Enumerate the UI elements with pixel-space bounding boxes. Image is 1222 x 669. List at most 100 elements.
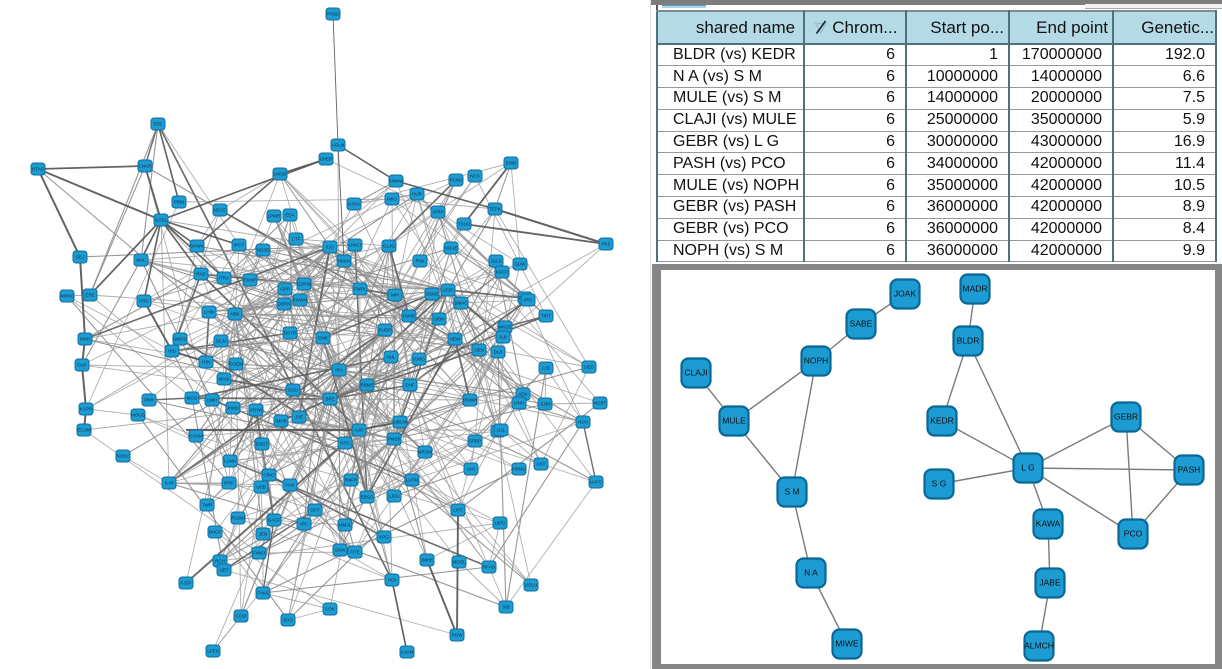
svg-text:PNR: PNR <box>144 398 154 403</box>
svg-text:LNAR: LNAR <box>139 164 152 169</box>
svg-text:RFAD: RFAD <box>483 565 496 570</box>
svg-text:ERE: ERE <box>85 293 94 298</box>
svg-text:RBME: RBME <box>360 383 373 388</box>
svg-text:PRC: PRC <box>139 299 149 304</box>
svg-text:KGOT: KGOT <box>496 270 509 275</box>
svg-text:AJO: AJO <box>355 428 364 433</box>
svg-text:OUF: OUF <box>77 363 87 368</box>
svg-text:IPC: IPC <box>300 522 308 527</box>
svg-text:ITRA: ITRA <box>219 276 229 281</box>
svg-text:GOSL: GOSL <box>155 218 168 223</box>
svg-text:GACF: GACF <box>268 518 281 523</box>
svg-text:UBT: UBT <box>220 568 229 573</box>
svg-text:DHF: DHF <box>405 383 414 388</box>
svg-text:JPRP: JPRP <box>432 210 444 215</box>
svg-text:RGW: RGW <box>452 633 464 638</box>
svg-text:USB: USB <box>256 485 265 490</box>
svg-text:SIED: SIED <box>584 365 595 370</box>
svg-text:IPO: IPO <box>524 298 532 303</box>
svg-text:LKG: LKG <box>466 467 476 472</box>
svg-text:KAPR: KAPR <box>80 407 93 412</box>
svg-text:ADK: ADK <box>518 392 527 397</box>
svg-text:NBK: NBK <box>230 312 239 317</box>
svg-text:PCNU: PCNU <box>450 178 463 183</box>
svg-text:RNII: RNII <box>416 259 425 264</box>
svg-text:ENST: ENST <box>256 442 268 447</box>
svg-text:CID: CID <box>542 366 551 371</box>
svg-text:UOLU: UOLU <box>525 583 538 588</box>
svg-text:FHNJ: FHNJ <box>253 551 265 556</box>
svg-text:RCH: RCH <box>215 559 225 564</box>
svg-text:OMWN: OMWN <box>463 398 478 403</box>
svg-text:UJL: UJL <box>497 428 505 433</box>
svg-text:IJNH: IJNH <box>514 401 524 406</box>
svg-text:NTG: NTG <box>340 441 350 446</box>
svg-text:CTF: CTF <box>292 237 301 242</box>
svg-text:NDSB: NDSB <box>257 248 270 253</box>
svg-text:RNWW: RNWW <box>389 179 405 184</box>
svg-text:LLMA: LLMA <box>224 459 236 464</box>
svg-text:HOI: HOI <box>388 578 396 583</box>
svg-text:RNFR: RNFR <box>345 478 358 483</box>
svg-text:OEN: OEN <box>474 348 484 353</box>
svg-text:HUR: HUR <box>412 192 422 197</box>
svg-text:MROW: MROW <box>418 450 433 455</box>
svg-text:PUDP: PUDP <box>379 328 392 333</box>
svg-text:HNH: HNH <box>80 337 90 342</box>
svg-text:NCS: NCS <box>470 174 480 179</box>
svg-text:LPMR: LPMR <box>268 214 281 219</box>
svg-text:OWIE: OWIE <box>403 314 415 319</box>
svg-text:LHIN: LHIN <box>204 310 214 315</box>
svg-text:JGLS: JGLS <box>490 259 501 264</box>
svg-text:HUU: HUU <box>578 420 588 425</box>
svg-text:LJDU: LJDU <box>388 494 399 499</box>
svg-text:FEE: FEE <box>154 122 163 127</box>
svg-text:EDA: EDA <box>285 213 294 218</box>
svg-text:LAOM: LAOM <box>401 650 414 655</box>
svg-text:COAM: COAM <box>189 434 203 439</box>
svg-text:BSTR: BSTR <box>284 331 297 336</box>
svg-text:UAFC: UAFC <box>590 480 603 485</box>
svg-text:NCCC: NCCC <box>214 208 228 213</box>
svg-text:SKWK: SKWK <box>190 244 203 249</box>
svg-text:MASI: MASI <box>218 377 229 382</box>
svg-text:PHOD: PHOD <box>326 12 340 17</box>
svg-text:PKS: PKS <box>601 242 610 247</box>
svg-text:LPIT: LPIT <box>453 508 463 513</box>
svg-text:SIB: SIB <box>502 605 509 610</box>
svg-text:FWPL: FWPL <box>354 287 367 292</box>
svg-text:UIPD: UIPD <box>495 521 507 526</box>
svg-text:HAK: HAK <box>285 483 294 488</box>
svg-text:NGBT: NGBT <box>594 401 607 406</box>
svg-text:EWB: EWB <box>506 161 516 166</box>
svg-text:JMHE: JMHE <box>421 558 433 563</box>
svg-text:UWCI: UWCI <box>349 243 361 248</box>
svg-text:LFES: LFES <box>207 649 218 654</box>
svg-text:JEN: JEN <box>259 532 268 537</box>
svg-text:SDO: SDO <box>283 618 293 623</box>
svg-text:CCDI: CCDI <box>236 614 247 619</box>
svg-text:ECUM: ECUM <box>77 428 91 433</box>
svg-text:WWSC: WWSC <box>60 294 75 299</box>
svg-text:HUL: HUL <box>386 355 395 360</box>
svg-text:HID: HID <box>168 349 177 354</box>
svg-text:COK: COK <box>325 607 335 612</box>
svg-text:IOHO: IOHO <box>413 357 425 362</box>
svg-text:OOEM: OOEM <box>229 362 243 367</box>
svg-text:EMK: EMK <box>318 336 328 341</box>
svg-text:UMOG: UMOG <box>173 337 187 342</box>
svg-text:IMIO: IMIO <box>387 197 397 202</box>
svg-text:FJSP: FJSP <box>180 581 191 586</box>
svg-text:TSUU: TSUU <box>458 222 470 227</box>
svg-text:MPI: MPI <box>391 293 399 298</box>
svg-text:OFP: OFP <box>310 508 319 513</box>
svg-text:MOUG: MOUG <box>131 413 145 418</box>
svg-text:TEPK: TEPK <box>489 207 501 212</box>
svg-text:GIBN: GIBN <box>433 317 444 322</box>
svg-text:RGBM: RGBM <box>231 516 245 521</box>
svg-text:MOOL: MOOL <box>452 560 466 565</box>
svg-text:IMHB: IMHB <box>275 419 286 424</box>
svg-text:GUW: GUW <box>515 262 527 267</box>
svg-text:IPCF: IPCF <box>234 243 245 248</box>
svg-text:OSKE: OSKE <box>426 292 439 297</box>
